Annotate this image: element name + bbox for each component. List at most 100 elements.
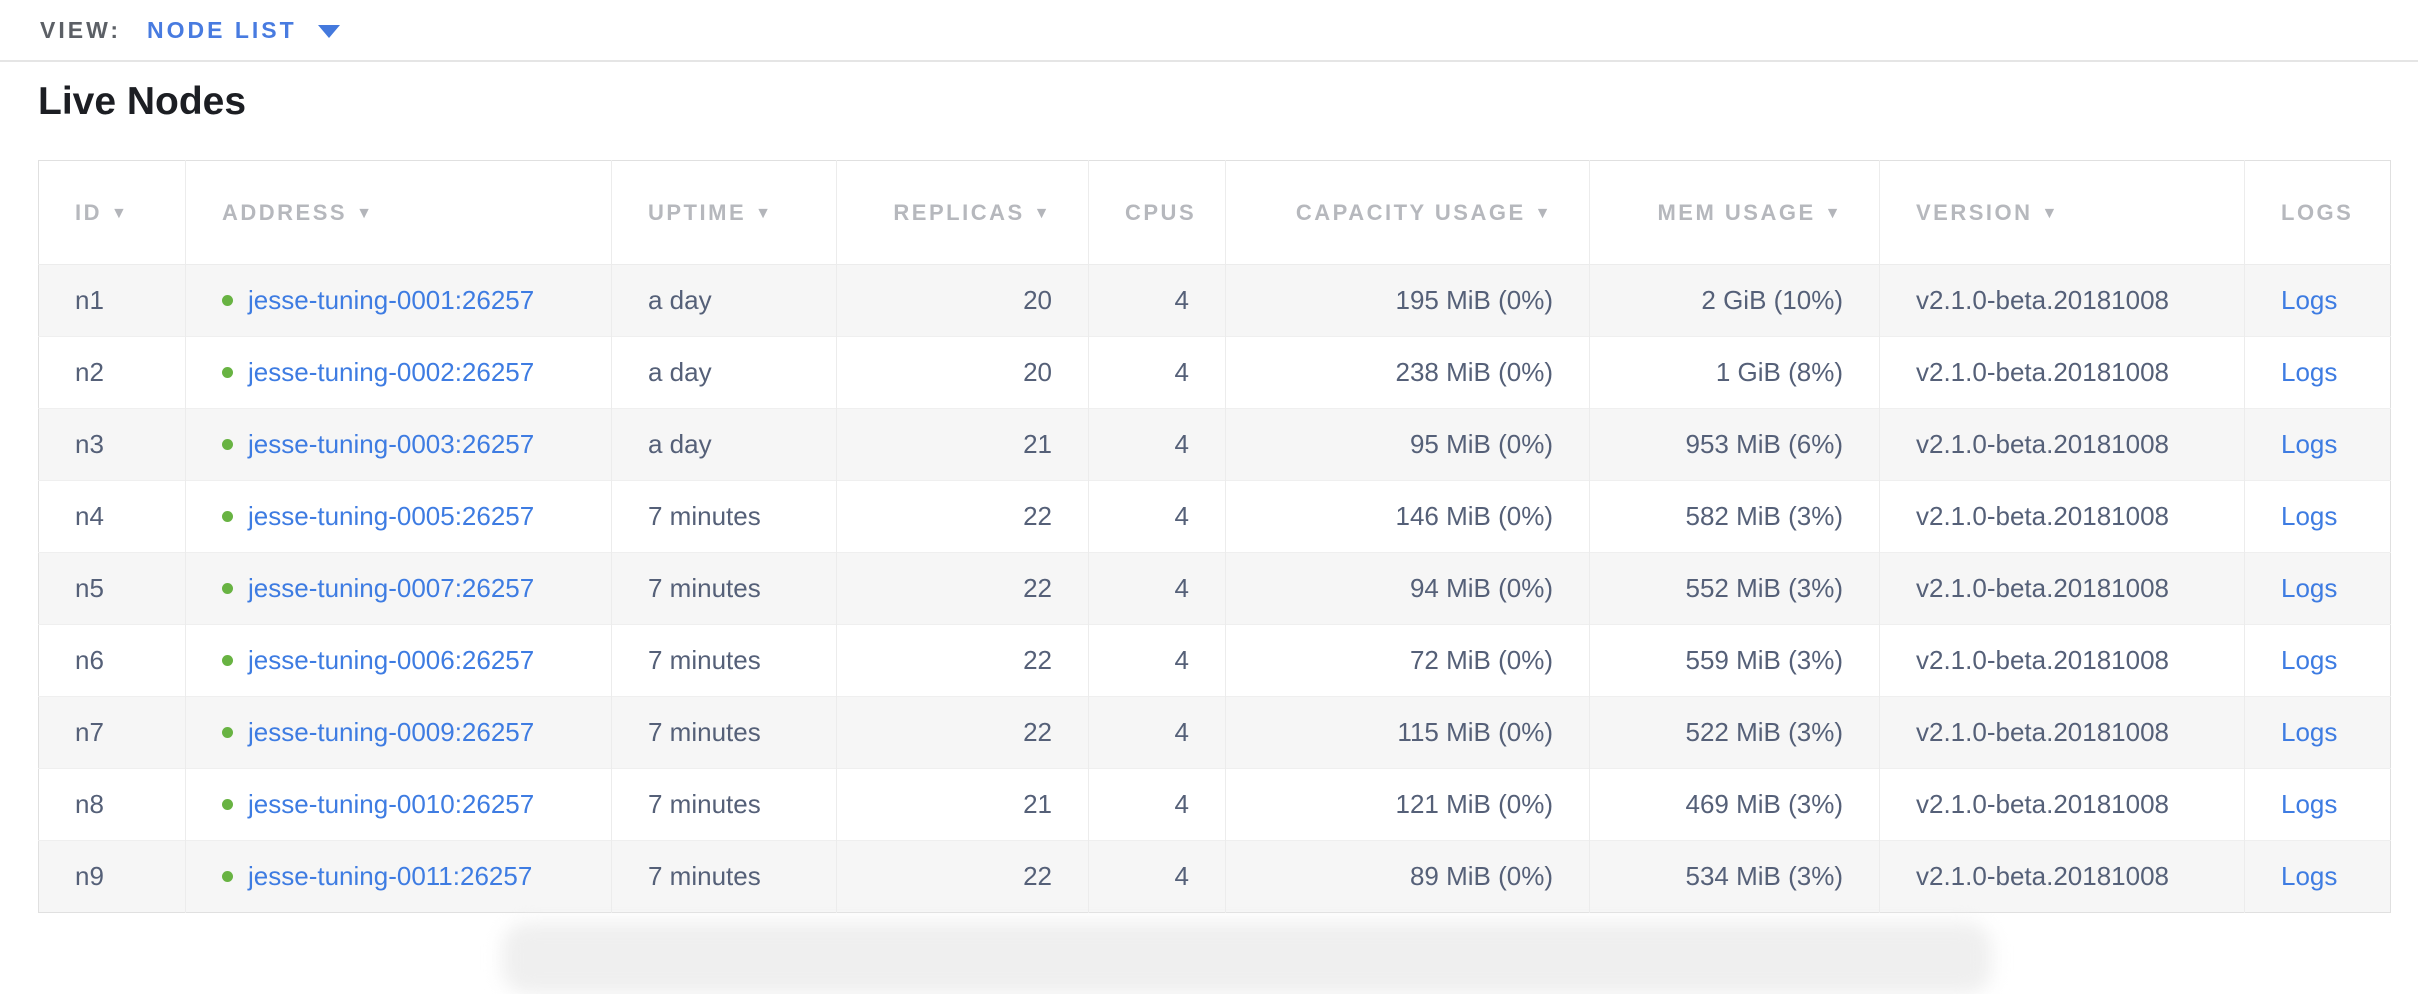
- node-version-cell: v2.1.0-beta.20181008: [1879, 408, 2245, 481]
- node-cpus-cell: 4: [1088, 840, 1226, 913]
- column-header-label: UPTIME: [648, 199, 747, 225]
- node-id: n5: [75, 573, 104, 603]
- logs-link[interactable]: Logs: [2281, 501, 2338, 531]
- node-address-link[interactable]: jesse-tuning-0009:26257: [248, 717, 535, 747]
- column-header-cpus: CPUS: [1088, 160, 1226, 265]
- node-address-cell: jesse-tuning-0002:26257: [185, 336, 612, 409]
- live-status-icon: [222, 294, 233, 306]
- node-table-row: n9 jesse-tuning-0011:26257 7 minutes 22 …: [38, 840, 2391, 913]
- sort-caret-icon: ▼: [1534, 204, 1553, 222]
- node-version: v2.1.0-beta.20181008: [1916, 789, 2169, 819]
- column-header-replicas[interactable]: REPLICAS ▼: [836, 160, 1089, 265]
- node-address-link[interactable]: jesse-tuning-0006:26257: [248, 645, 535, 675]
- live-status-icon: [222, 366, 233, 378]
- node-table-row: n6 jesse-tuning-0006:26257 7 minutes 22 …: [38, 624, 2391, 697]
- logs-link[interactable]: Logs: [2281, 573, 2338, 603]
- node-address-cell: jesse-tuning-0006:26257: [185, 624, 612, 697]
- column-header-logs: LOGS: [2244, 160, 2391, 265]
- node-capacity-usage-cell: 89 MiB (0%): [1225, 840, 1590, 913]
- node-uptime-cell: 7 minutes: [611, 840, 837, 913]
- node-version: v2.1.0-beta.20181008: [1916, 357, 2169, 387]
- live-status-icon: [222, 870, 233, 882]
- node-cpus-cell: 4: [1088, 768, 1226, 841]
- node-version: v2.1.0-beta.20181008: [1916, 861, 2169, 891]
- node-cpus: 4: [1174, 861, 1189, 891]
- node-address-cell: jesse-tuning-0011:26257: [185, 840, 612, 913]
- node-capacity-usage-cell: 72 MiB (0%): [1225, 624, 1590, 697]
- logs-link[interactable]: Logs: [2281, 717, 2338, 747]
- node-address-link[interactable]: jesse-tuning-0002:26257: [248, 357, 535, 387]
- node-version: v2.1.0-beta.20181008: [1916, 285, 2169, 315]
- node-cpus-cell: 4: [1088, 264, 1226, 337]
- view-dropdown[interactable]: NODE LIST: [147, 17, 340, 44]
- node-cpus-cell: 4: [1088, 408, 1226, 481]
- node-capacity-usage-cell: 195 MiB (0%): [1225, 264, 1590, 337]
- node-mem-usage: 582 MiB (3%): [1685, 501, 1844, 531]
- node-capacity-usage-cell: 94 MiB (0%): [1225, 552, 1590, 625]
- node-mem-usage-cell: 582 MiB (3%): [1589, 480, 1880, 553]
- node-address-link[interactable]: jesse-tuning-0003:26257: [248, 429, 535, 459]
- node-version-cell: v2.1.0-beta.20181008: [1879, 768, 2245, 841]
- node-uptime: a day: [648, 429, 712, 459]
- node-table-row: n3 jesse-tuning-0003:26257 a day 21 4 95…: [38, 408, 2391, 481]
- node-address-link[interactable]: jesse-tuning-0011:26257: [248, 861, 533, 891]
- node-cpus: 4: [1174, 789, 1189, 819]
- node-replicas-cell: 21: [836, 768, 1089, 841]
- node-replicas: 20: [1023, 357, 1052, 387]
- sort-caret-icon: ▼: [111, 204, 130, 222]
- node-mem-usage-cell: 534 MiB (3%): [1589, 840, 1880, 913]
- logs-link[interactable]: Logs: [2281, 645, 2338, 675]
- node-address-link[interactable]: jesse-tuning-0005:26257: [248, 501, 535, 531]
- node-capacity-usage: 95 MiB (0%): [1409, 429, 1553, 459]
- node-capacity-usage-cell: 115 MiB (0%): [1225, 696, 1590, 769]
- logs-link[interactable]: Logs: [2281, 429, 2338, 459]
- node-table-row: n8 jesse-tuning-0010:26257 7 minutes 21 …: [38, 768, 2391, 841]
- column-header-capacity-usage[interactable]: CAPACITY USAGE ▼: [1225, 160, 1590, 265]
- logs-link[interactable]: Logs: [2281, 789, 2338, 819]
- column-header-label: VERSION: [1916, 199, 2033, 225]
- column-header-uptime[interactable]: UPTIME ▼: [611, 160, 837, 265]
- node-mem-usage: 522 MiB (3%): [1685, 717, 1844, 747]
- node-address-link[interactable]: jesse-tuning-0007:26257: [248, 573, 535, 603]
- node-logs-cell: Logs: [2245, 625, 2391, 697]
- node-version-cell: v2.1.0-beta.20181008: [1879, 336, 2245, 409]
- node-version: v2.1.0-beta.20181008: [1916, 717, 2169, 747]
- node-uptime: 7 minutes: [648, 717, 761, 747]
- column-header-label: LOGS: [2281, 199, 2354, 225]
- node-replicas: 22: [1023, 573, 1052, 603]
- node-version-cell: v2.1.0-beta.20181008: [1879, 696, 2245, 769]
- node-replicas: 22: [1023, 645, 1052, 675]
- node-mem-usage: 469 MiB (3%): [1685, 789, 1844, 819]
- node-address-cell: jesse-tuning-0001:26257: [185, 264, 612, 337]
- column-header-label: CAPACITY USAGE: [1295, 199, 1526, 225]
- column-header-id[interactable]: ID ▼: [38, 160, 186, 265]
- node-replicas-cell: 22: [836, 696, 1089, 769]
- node-cpus: 4: [1174, 573, 1189, 603]
- node-version-cell: v2.1.0-beta.20181008: [1879, 480, 2245, 553]
- node-address-link[interactable]: jesse-tuning-0010:26257: [248, 789, 535, 819]
- sort-caret-icon: ▼: [356, 204, 375, 222]
- logs-link[interactable]: Logs: [2281, 357, 2338, 387]
- node-table-row: n2 jesse-tuning-0002:26257 a day 20 4 23…: [38, 336, 2391, 409]
- column-header-address[interactable]: ADDRESS ▼: [185, 160, 612, 265]
- node-uptime-cell: 7 minutes: [611, 480, 837, 553]
- node-id-cell: n1: [38, 264, 186, 337]
- node-version: v2.1.0-beta.20181008: [1916, 573, 2169, 603]
- column-header-mem-usage[interactable]: MEM USAGE ▼: [1589, 160, 1880, 265]
- live-status-icon: [222, 582, 233, 594]
- node-id-cell: n3: [38, 408, 186, 481]
- column-header-version[interactable]: VERSION ▼: [1879, 160, 2245, 265]
- live-nodes-table: ID ▼ ADDRESS ▼ UPTIME ▼ REPLICAS ▼ CPUS CAPA…: [38, 160, 2391, 913]
- node-address-link[interactable]: jesse-tuning-0001:26257: [248, 285, 535, 315]
- node-mem-usage: 534 MiB (3%): [1685, 861, 1844, 891]
- logs-link[interactable]: Logs: [2281, 861, 2338, 891]
- node-table-row: n4 jesse-tuning-0005:26257 7 minutes 22 …: [38, 480, 2391, 553]
- logs-link[interactable]: Logs: [2281, 285, 2338, 315]
- node-capacity-usage: 121 MiB (0%): [1395, 789, 1554, 819]
- node-address-cell: jesse-tuning-0010:26257: [185, 768, 612, 841]
- node-uptime-cell: a day: [611, 264, 837, 337]
- live-status-icon: [222, 726, 233, 738]
- node-logs-cell: Logs: [2245, 265, 2391, 337]
- live-status-icon: [222, 510, 233, 522]
- node-replicas-cell: 22: [836, 624, 1089, 697]
